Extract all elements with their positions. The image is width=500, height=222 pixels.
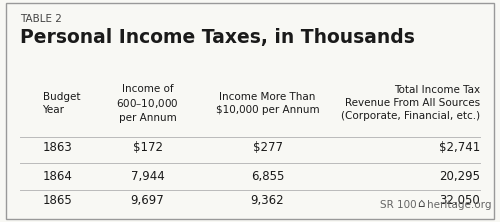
Text: 20,295: 20,295 (439, 170, 480, 183)
Text: ⌂: ⌂ (418, 197, 425, 210)
Text: heritage.org: heritage.org (428, 200, 492, 210)
Text: 1864: 1864 (42, 170, 72, 183)
Text: 7,944: 7,944 (130, 170, 164, 183)
Text: 6,855: 6,855 (251, 170, 284, 183)
Text: Total Income Tax
Revenue From All Sources
(Corporate, Financial, etc.): Total Income Tax Revenue From All Source… (341, 85, 480, 121)
Text: 9,362: 9,362 (250, 194, 284, 207)
Text: Personal Income Taxes, in Thousands: Personal Income Taxes, in Thousands (20, 28, 415, 47)
Text: Income More Than
$10,000 per Annum: Income More Than $10,000 per Annum (216, 92, 320, 115)
Text: $2,741: $2,741 (439, 141, 480, 154)
Text: TABLE 2: TABLE 2 (20, 14, 62, 24)
Text: Budget
Year: Budget Year (42, 92, 80, 115)
Text: 9,697: 9,697 (130, 194, 164, 207)
Text: $277: $277 (252, 141, 282, 154)
Text: 1863: 1863 (42, 141, 72, 154)
Text: $172: $172 (132, 141, 162, 154)
Text: 1865: 1865 (42, 194, 72, 207)
Text: SR 100: SR 100 (380, 200, 416, 210)
Text: Income of
$600–$10,000
per Annum: Income of $600–$10,000 per Annum (116, 83, 179, 123)
Text: 32,050: 32,050 (440, 194, 480, 207)
